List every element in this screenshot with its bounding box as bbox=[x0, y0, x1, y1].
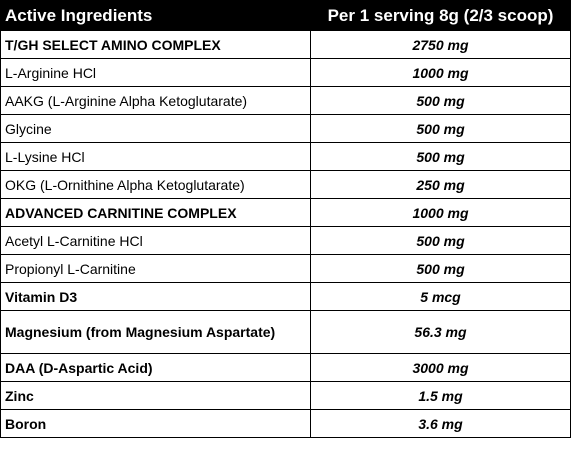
amount-cell: 500 mg bbox=[310, 254, 571, 283]
amount-cell: 3.6 mg bbox=[310, 409, 571, 438]
ingredient-cell: Glycine bbox=[0, 114, 311, 143]
amount-cell: 1000 mg bbox=[310, 58, 571, 87]
table-row: Magnesium (from Magnesium Aspartate) 56.3… bbox=[0, 310, 571, 354]
ingredient-cell: Zinc bbox=[0, 381, 311, 410]
ingredient-cell: L-Lysine HCl bbox=[0, 142, 311, 171]
table-row: DAA (D-Aspartic Acid) 3000 mg bbox=[0, 353, 571, 382]
amount-cell: 5 mcg bbox=[310, 282, 571, 311]
header-cell: Active Ingredients bbox=[0, 0, 311, 31]
table-row: Boron 3.6 mg bbox=[0, 409, 571, 438]
amount-cell: 1.5 mg bbox=[310, 381, 571, 410]
table-row: AAKG (L-Arginine Alpha Ketoglutarate) 500… bbox=[0, 86, 571, 115]
ingredients-table: Active Ingredients Per 1 serving 8g (2/3… bbox=[0, 0, 571, 438]
amount-cell: 2750 mg bbox=[310, 30, 571, 59]
ingredient-cell: Acetyl L-Carnitine HCl bbox=[0, 226, 311, 255]
amount-cell: 250 mg bbox=[310, 170, 571, 199]
table-row: Zinc 1.5 mg bbox=[0, 381, 571, 410]
ingredient-cell: Propionyl L-Carnitine bbox=[0, 254, 311, 283]
amount-cell: 3000 mg bbox=[310, 353, 571, 382]
table-header: Active Ingredients Per 1 serving 8g (2/3… bbox=[0, 0, 571, 31]
ingredient-cell: L-Arginine HCl bbox=[0, 58, 311, 87]
table-row: Glycine 500 mg bbox=[0, 114, 571, 143]
ingredient-cell: ADVANCED CARNITINE COMPLEX bbox=[0, 198, 311, 227]
ingredient-cell: DAA (D-Aspartic Acid) bbox=[0, 353, 311, 382]
amount-cell: 500 mg bbox=[310, 86, 571, 115]
table-row: OKG (L-Ornithine Alpha Ketoglutarate) 250… bbox=[0, 170, 571, 199]
ingredient-cell: OKG (L-Ornithine Alpha Ketoglutarate) bbox=[0, 170, 311, 199]
header-row: Active Ingredients Per 1 serving 8g (2/3… bbox=[0, 0, 571, 31]
ingredient-cell: Magnesium (from Magnesium Aspartate) bbox=[0, 310, 311, 354]
header-cell: Per 1 serving 8g (2/3 scoop) bbox=[310, 0, 571, 31]
table-row: Vitamin D3 5 mcg bbox=[0, 282, 571, 311]
table-row: ADVANCED CARNITINE COMPLEX 1000 mg bbox=[0, 198, 571, 227]
ingredient-cell: Vitamin D3 bbox=[0, 282, 311, 311]
amount-cell: 1000 mg bbox=[310, 198, 571, 227]
amount-cell: 500 mg bbox=[310, 226, 571, 255]
ingredient-cell: AAKG (L-Arginine Alpha Ketoglutarate) bbox=[0, 86, 311, 115]
table-row: L-Lysine HCl 500 mg bbox=[0, 142, 571, 171]
table-body: T/GH SELECT AMINO COMPLEX 2750 mg L-Argini… bbox=[0, 30, 571, 438]
ingredient-cell: Boron bbox=[0, 409, 311, 438]
table-row: Propionyl L-Carnitine 500 mg bbox=[0, 254, 571, 283]
table-row: Acetyl L-Carnitine HCl 500 mg bbox=[0, 226, 571, 255]
amount-cell: 56.3 mg bbox=[310, 310, 571, 354]
ingredient-cell: T/GH SELECT AMINO COMPLEX bbox=[0, 30, 311, 59]
table-row: T/GH SELECT AMINO COMPLEX 2750 mg bbox=[0, 30, 571, 59]
amount-cell: 500 mg bbox=[310, 142, 571, 171]
amount-cell: 500 mg bbox=[310, 114, 571, 143]
table-row: L-Arginine HCl 1000 mg bbox=[0, 58, 571, 87]
